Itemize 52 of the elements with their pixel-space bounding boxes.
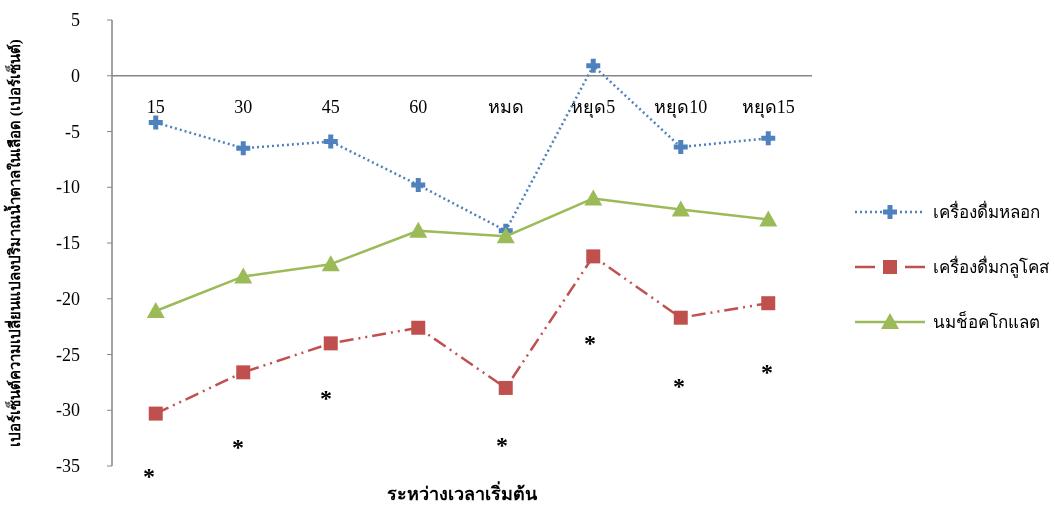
point <box>411 178 426 193</box>
y-tick-label: -35 <box>56 456 80 476</box>
annotation: * <box>673 373 685 399</box>
x-tick-label: 30 <box>234 96 253 117</box>
legend-label: เครื่องดื่มกลูโคส <box>933 255 1050 278</box>
point <box>409 221 428 238</box>
point <box>321 255 340 272</box>
x-axis-title: ระหว่างเวลาเริ่มต้น <box>387 481 538 504</box>
point <box>673 140 688 155</box>
point <box>498 380 513 395</box>
x-tick-label: หยุด10 <box>654 96 708 118</box>
point <box>586 249 601 264</box>
y-tick-label: 5 <box>71 10 80 30</box>
y-tick-label: -30 <box>56 400 80 421</box>
point <box>323 336 338 351</box>
annotation: * <box>584 330 596 356</box>
point <box>234 267 253 284</box>
point <box>323 134 338 149</box>
y-tick-label: 0 <box>71 65 80 86</box>
point <box>584 189 603 206</box>
y-axis-title: เปอร์เซ็นต์ความเปลี่ยนแปลงปริมาณน้ำตาลในเลือด (เปอร์เซ็นต์) <box>3 39 24 447</box>
x-tick-label: หยุด15 <box>741 96 795 118</box>
point <box>148 406 163 421</box>
point <box>586 58 601 73</box>
point <box>673 310 688 325</box>
point <box>759 210 778 227</box>
point <box>671 200 690 217</box>
x-tick-label: 60 <box>409 96 428 117</box>
point <box>496 227 515 244</box>
y-tick-label: -25 <box>56 344 80 365</box>
annotation: * <box>143 463 155 489</box>
annotation: * <box>320 385 332 411</box>
point <box>146 302 165 319</box>
y-tick-label: -10 <box>56 177 80 198</box>
point <box>236 365 251 380</box>
x-tick-label: หมด <box>487 96 524 117</box>
point <box>411 320 426 335</box>
y-tick-label: -5 <box>65 121 80 142</box>
annotation: * <box>496 432 508 458</box>
point <box>236 141 251 156</box>
x-tick-label: หยุด5 <box>571 96 616 118</box>
point <box>148 115 163 130</box>
y-tick-label: -20 <box>56 288 80 309</box>
x-tick-label: 15 <box>146 96 165 117</box>
legend-label: นมช็อคโกแลต <box>933 311 1040 332</box>
point <box>761 296 776 311</box>
x-tick-label: 45 <box>321 96 340 117</box>
legend-label: เครื่องดื่มหลอก <box>933 200 1040 222</box>
annotation: * <box>232 434 244 460</box>
point <box>761 131 776 146</box>
annotation: * <box>761 359 773 385</box>
y-tick-label: -15 <box>56 233 80 253</box>
